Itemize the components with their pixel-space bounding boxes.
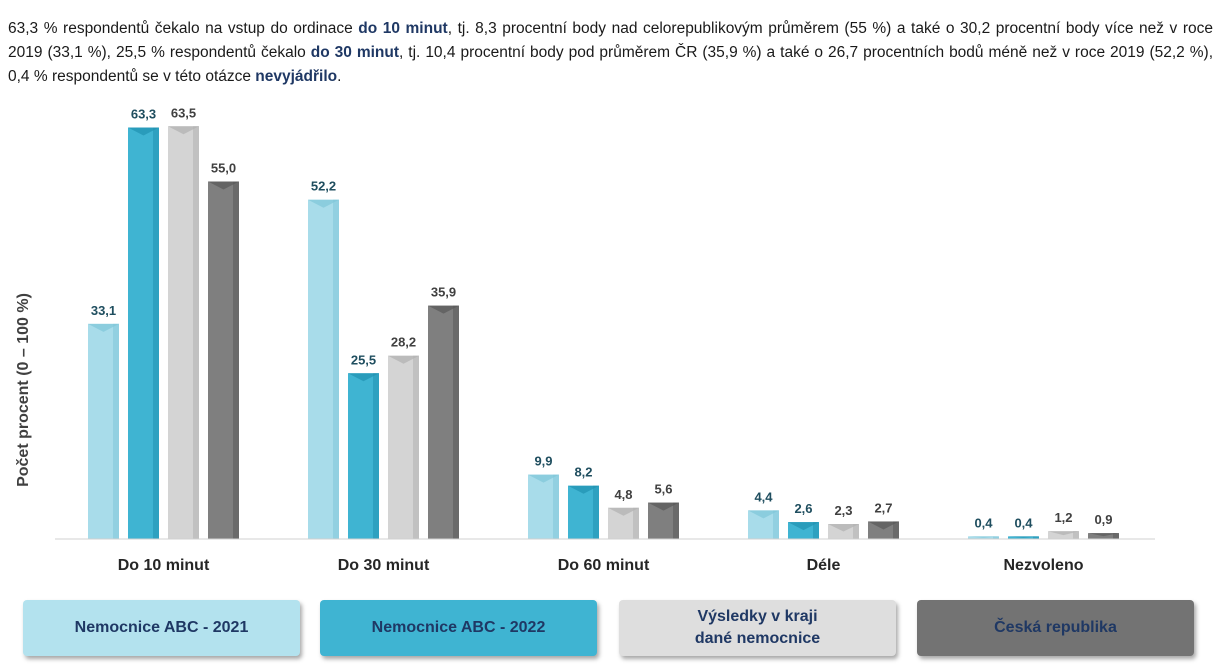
intro-part-3: , tj. 10,4 procentní body pod průměrem Č… bbox=[8, 44, 1214, 85]
category-label-do-60-minut: Do 60 minut bbox=[558, 557, 650, 574]
bar-shade-nemocnice-abc-2022-do-10-minut bbox=[153, 127, 159, 540]
y-axis-label: Počet procent (0 – 100 %) bbox=[15, 293, 32, 487]
data-label-vysledky-v-kraji-dane-nemocnice-do-60-minut: 4,8 bbox=[614, 487, 632, 502]
legend-item-nemocnice-abc-2021: Nemocnice ABC - 2021 bbox=[23, 600, 300, 656]
data-label-nemocnice-abc-2022-dele: 2,6 bbox=[794, 501, 812, 516]
bar-shade-ceska-republika-do-30-minut bbox=[453, 305, 459, 539]
data-label-nemocnice-abc-2022-do-30-minut: 25,5 bbox=[351, 352, 376, 367]
intro-bold-2: do 30 minut bbox=[310, 44, 400, 61]
bars-layer: 33,1 63,3 63,5 55,0 52,2 25,5 28,2 35,9 9,9 8,2 4,… bbox=[88, 105, 1119, 540]
bar-cap-nemocnice-abc-2021-do-10-minut bbox=[88, 323, 119, 332]
data-label-ceska-republika-dele: 2,7 bbox=[874, 500, 892, 515]
bar-cap-nemocnice-abc-2022-do-10-minut bbox=[128, 127, 159, 136]
category-label-dele: Déle bbox=[807, 557, 841, 574]
data-label-ceska-republika-nezvoleno: 0,9 bbox=[1094, 512, 1112, 527]
bar-cap-nemocnice-abc-2021-do-60-minut bbox=[528, 474, 559, 483]
data-label-vysledky-v-kraji-dane-nemocnice-do-10-minut: 63,5 bbox=[171, 105, 196, 120]
bar-cap-ceska-republika-do-60-minut bbox=[648, 502, 679, 511]
bar-shade-ceska-republika-do-60-minut bbox=[673, 502, 679, 539]
data-label-nemocnice-abc-2021-do-30-minut: 52,2 bbox=[311, 179, 336, 194]
bar-cap-nemocnice-abc-2022-do-60-minut bbox=[568, 485, 599, 494]
data-label-vysledky-v-kraji-dane-nemocnice-do-30-minut: 28,2 bbox=[391, 335, 416, 350]
data-label-ceska-republika-do-10-minut: 55,0 bbox=[211, 161, 236, 176]
bar-cap-nemocnice-abc-2021-dele bbox=[748, 510, 779, 519]
category-label-nezvoleno: Nezvoleno bbox=[1003, 557, 1083, 574]
bar-shade-ceska-republika-nezvoleno bbox=[1113, 533, 1119, 539]
bar-shade-nemocnice-abc-2021-do-30-minut bbox=[333, 199, 339, 539]
bar-shade-ceska-republika-do-10-minut bbox=[233, 181, 239, 539]
bar-shade-vysledky-v-kraji-dane-nemocnice-nezvoleno bbox=[1073, 531, 1079, 539]
bar-shade-vysledky-v-kraji-dane-nemocnice-dele bbox=[853, 524, 859, 539]
legend-label: Nemocnice ABC - 2022 bbox=[371, 619, 546, 636]
bar-cap-vysledky-v-kraji-dane-nemocnice-dele bbox=[828, 524, 859, 532]
legend-item-nemocnice-abc-2022: Nemocnice ABC - 2022 bbox=[320, 600, 597, 656]
bar-cap-nemocnice-abc-2021-do-30-minut bbox=[308, 199, 339, 208]
bar-shade-vysledky-v-kraji-dane-nemocnice-do-60-minut bbox=[633, 507, 639, 539]
bar-cap-vysledky-v-kraji-dane-nemocnice-do-30-minut bbox=[388, 355, 419, 364]
bar-cap-vysledky-v-kraji-dane-nemocnice-nezvoleno bbox=[1048, 531, 1079, 536]
category-label-do-10-minut: Do 10 minut bbox=[118, 557, 210, 574]
intro-text: 63,3 % respondentů čekalo na vstup do or… bbox=[8, 17, 1213, 89]
bar-shade-ceska-republika-dele bbox=[893, 521, 899, 539]
data-label-nemocnice-abc-2022-nezvoleno: 0,4 bbox=[1014, 515, 1033, 530]
bar-cap-ceska-republika-nezvoleno bbox=[1088, 533, 1119, 537]
bar-shade-nemocnice-abc-2022-do-60-minut bbox=[593, 485, 599, 539]
data-label-ceska-republika-do-60-minut: 5,6 bbox=[654, 482, 672, 497]
intro-part-2: , tj. 8,3 procentní body nad celorepubli… bbox=[8, 20, 1213, 61]
data-label-nemocnice-abc-2021-dele: 4,4 bbox=[754, 489, 773, 504]
data-label-nemocnice-abc-2021-nezvoleno: 0,4 bbox=[974, 515, 993, 530]
legend-label: Česká republika bbox=[994, 619, 1117, 636]
bar-ceska-republika-dele bbox=[868, 521, 899, 539]
data-label-nemocnice-abc-2021-do-10-minut: 33,1 bbox=[91, 303, 116, 318]
bar-cap-nemocnice-abc-2022-dele bbox=[788, 522, 819, 531]
bar-shade-nemocnice-abc-2021-dele bbox=[773, 510, 779, 539]
data-label-nemocnice-abc-2021-do-60-minut: 9,9 bbox=[534, 454, 552, 469]
bar-shade-nemocnice-abc-2021-do-60-minut bbox=[553, 474, 559, 539]
data-label-nemocnice-abc-2022-do-10-minut: 63,3 bbox=[131, 107, 156, 122]
legend-item-vysledky-v-kraji-dane-nemocnice: Výsledky v kraji dané nemocnice bbox=[619, 600, 896, 656]
bar-cap-nemocnice-abc-2021-nezvoleno bbox=[968, 536, 999, 538]
legend-item-ceska-republika: Česká republika bbox=[917, 600, 1194, 656]
intro-part-1: 63,3 % respondentů čekalo na vstup do or… bbox=[8, 20, 359, 37]
bar-cap-vysledky-v-kraji-dane-nemocnice-do-10-minut bbox=[168, 126, 199, 135]
legend-label: Nemocnice ABC - 2021 bbox=[74, 619, 249, 636]
bar-shade-vysledky-v-kraji-dane-nemocnice-do-30-minut bbox=[413, 355, 419, 539]
data-label-ceska-republika-do-30-minut: 35,9 bbox=[431, 285, 456, 300]
legend-label: Výsledky v kraji dané nemocnice bbox=[694, 608, 821, 647]
data-label-nemocnice-abc-2022-do-60-minut: 8,2 bbox=[574, 465, 592, 480]
bar-cap-nemocnice-abc-2022-nezvoleno bbox=[1008, 536, 1039, 538]
intro-bold-3: nevyjádřilo bbox=[255, 68, 338, 85]
bar-cap-ceska-republika-do-30-minut bbox=[428, 305, 459, 314]
bar-shade-nemocnice-abc-2022-do-30-minut bbox=[373, 373, 379, 539]
category-labels: Do 10 minut Do 30 minut Do 60 minut Déle Nez… bbox=[118, 557, 1084, 574]
bar-cap-vysledky-v-kraji-dane-nemocnice-do-60-minut bbox=[608, 507, 639, 516]
category-label-do-30-minut: Do 30 minut bbox=[338, 557, 430, 574]
bar-chart: 33,1 63,3 63,5 55,0 52,2 25,5 28,2 35,9 9,9 8,2 4,… bbox=[15, 105, 1155, 574]
data-label-vysledky-v-kraji-dane-nemocnice-dele: 2,3 bbox=[834, 503, 852, 518]
bar-cap-ceska-republika-dele bbox=[868, 521, 899, 530]
bar-nemocnice-abc-2022-dele bbox=[788, 522, 819, 539]
bar-shade-nemocnice-abc-2022-nezvoleno bbox=[1033, 536, 1039, 539]
bar-shade-nemocnice-abc-2022-dele bbox=[813, 522, 819, 539]
bar-shade-vysledky-v-kraji-dane-nemocnice-do-10-minut bbox=[193, 126, 199, 539]
intro-bold-1: do 10 minut bbox=[358, 20, 448, 37]
bar-shade-nemocnice-abc-2021-nezvoleno bbox=[993, 536, 999, 539]
bar-cap-nemocnice-abc-2022-do-30-minut bbox=[348, 373, 379, 382]
bar-cap-ceska-republika-do-10-minut bbox=[208, 181, 239, 190]
bar-shade-nemocnice-abc-2021-do-10-minut bbox=[113, 323, 119, 539]
intro-part-4: . bbox=[337, 68, 342, 85]
data-label-vysledky-v-kraji-dane-nemocnice-nezvoleno: 1,2 bbox=[1054, 510, 1072, 525]
